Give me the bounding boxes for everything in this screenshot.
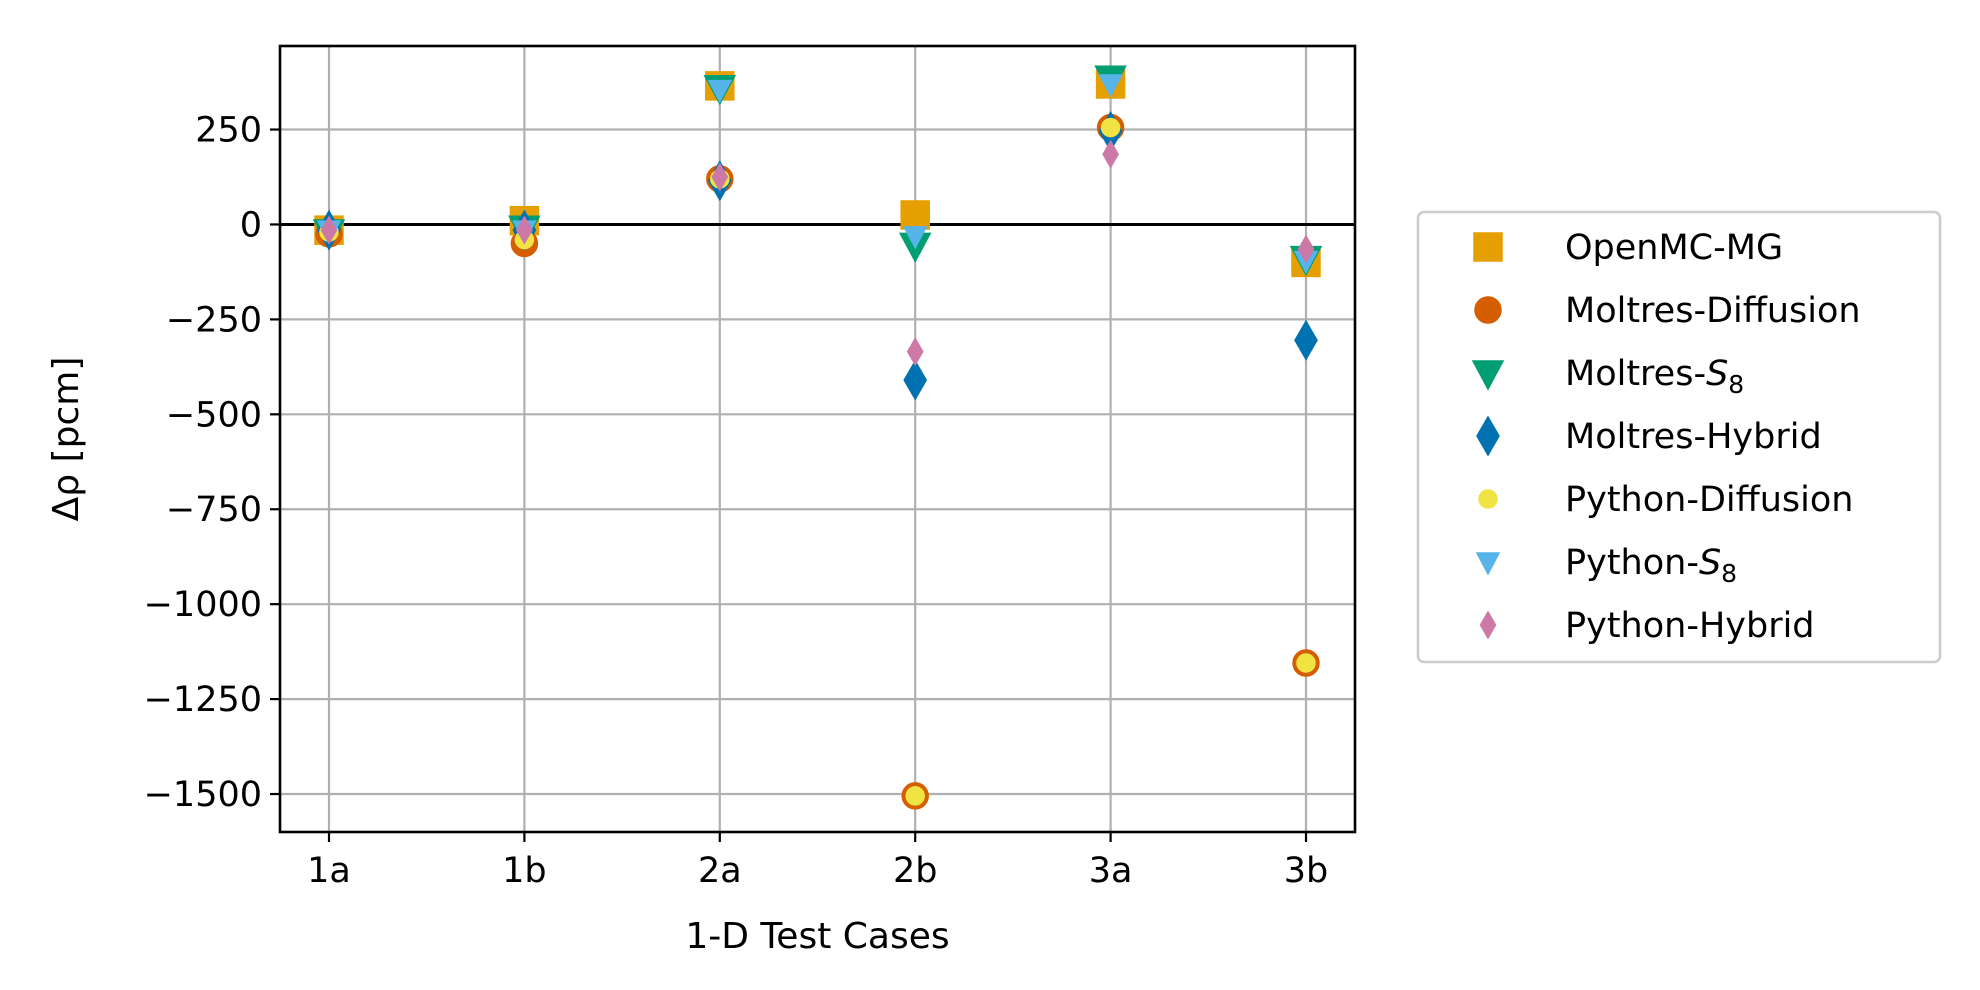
series-moltres-s8 — [312, 65, 1323, 277]
legend-marker — [1474, 296, 1502, 324]
data-point — [903, 359, 928, 401]
y-axis-label: Δρ [pcm] — [46, 357, 87, 522]
legend-marker — [1475, 552, 1501, 576]
legend-entry: Python-S8 — [1475, 543, 1737, 588]
y-tick-label: −1000 — [144, 585, 262, 625]
grid — [280, 46, 1355, 832]
x-tick-label: 2a — [698, 851, 742, 891]
legend-frame — [1416, 210, 1942, 664]
x-tick-label: 1b — [502, 851, 547, 891]
y-tick-label: 0 — [240, 205, 262, 245]
data-point — [900, 200, 930, 230]
legend-entry: Moltres-Diffusion — [1474, 291, 1861, 331]
legend-marker — [1473, 232, 1503, 262]
legend-marker — [1478, 489, 1498, 509]
data-point — [711, 162, 729, 192]
x-tick-label: 3a — [1089, 851, 1133, 891]
x-tick-label: 1a — [307, 851, 351, 891]
data-point — [1098, 74, 1123, 98]
legend-marker — [1479, 610, 1497, 640]
legend-entry: Python-Diffusion — [1478, 480, 1853, 520]
legend-label: OpenMC-MG — [1565, 228, 1783, 268]
legend-entry: Python-Hybrid — [1479, 606, 1815, 646]
legend-entry: OpenMC-MG — [1473, 228, 1783, 268]
legend-label: Moltres-Diffusion — [1565, 291, 1861, 331]
legend-entry: Moltres-S8 — [1471, 354, 1744, 399]
data-point — [1294, 319, 1318, 361]
legend-entries: OpenMC-MG Moltres-Diffusion Moltres-S8 Molt… — [1471, 228, 1861, 646]
axis-ticks: 1a 1b 2a 2b 3a 3b 250 0 −250 −500 −750 −1000 −1250 −1… — [144, 111, 1329, 891]
legend-label: Python-S8 — [1565, 543, 1737, 588]
y-tick-label: −1250 — [144, 680, 262, 720]
legend: OpenMC-MG Moltres-Diffusion Moltres-S8 Molt… — [1416, 210, 1942, 664]
x-axis-label: 1-D Test Cases — [685, 916, 949, 957]
y-tick-label: −250 — [166, 300, 262, 340]
series-python-hybrid — [320, 139, 1315, 367]
x-tick-label: 3b — [1284, 851, 1329, 891]
data-point — [1102, 139, 1119, 169]
y-tick-label: −1500 — [144, 775, 262, 815]
series-moltres-hybrid — [317, 110, 1318, 401]
y-tick-label: −750 — [166, 490, 262, 530]
legend-label: Moltres-Hybrid — [1565, 417, 1822, 457]
data-points — [312, 65, 1323, 810]
data-point — [1100, 117, 1121, 138]
legend-label: Python-Hybrid — [1565, 606, 1815, 646]
data-point — [905, 786, 925, 806]
data-point — [320, 215, 338, 245]
data-point — [1296, 653, 1316, 673]
series-python-diffusion — [319, 117, 1316, 806]
y-tick-label: −500 — [166, 395, 262, 435]
data-point — [1297, 234, 1315, 264]
data-point — [707, 79, 733, 104]
plot-frame — [278, 44, 1357, 834]
legend-marker — [1476, 415, 1500, 457]
series-python-s8 — [316, 74, 1319, 275]
x-tick-label: 2b — [893, 851, 938, 891]
series-moltres-diffusion — [315, 113, 1320, 810]
legend-entry: Moltres-Hybrid — [1476, 415, 1822, 457]
data-point — [906, 337, 924, 367]
data-point — [516, 215, 533, 245]
data-point — [902, 226, 928, 250]
series-openmc-mg — [314, 69, 1321, 278]
legend-marker — [1471, 360, 1505, 391]
y-tick-label: 250 — [195, 111, 262, 151]
legend-label: Python-Diffusion — [1565, 480, 1853, 520]
legend-label: Moltres-S8 — [1565, 354, 1744, 399]
